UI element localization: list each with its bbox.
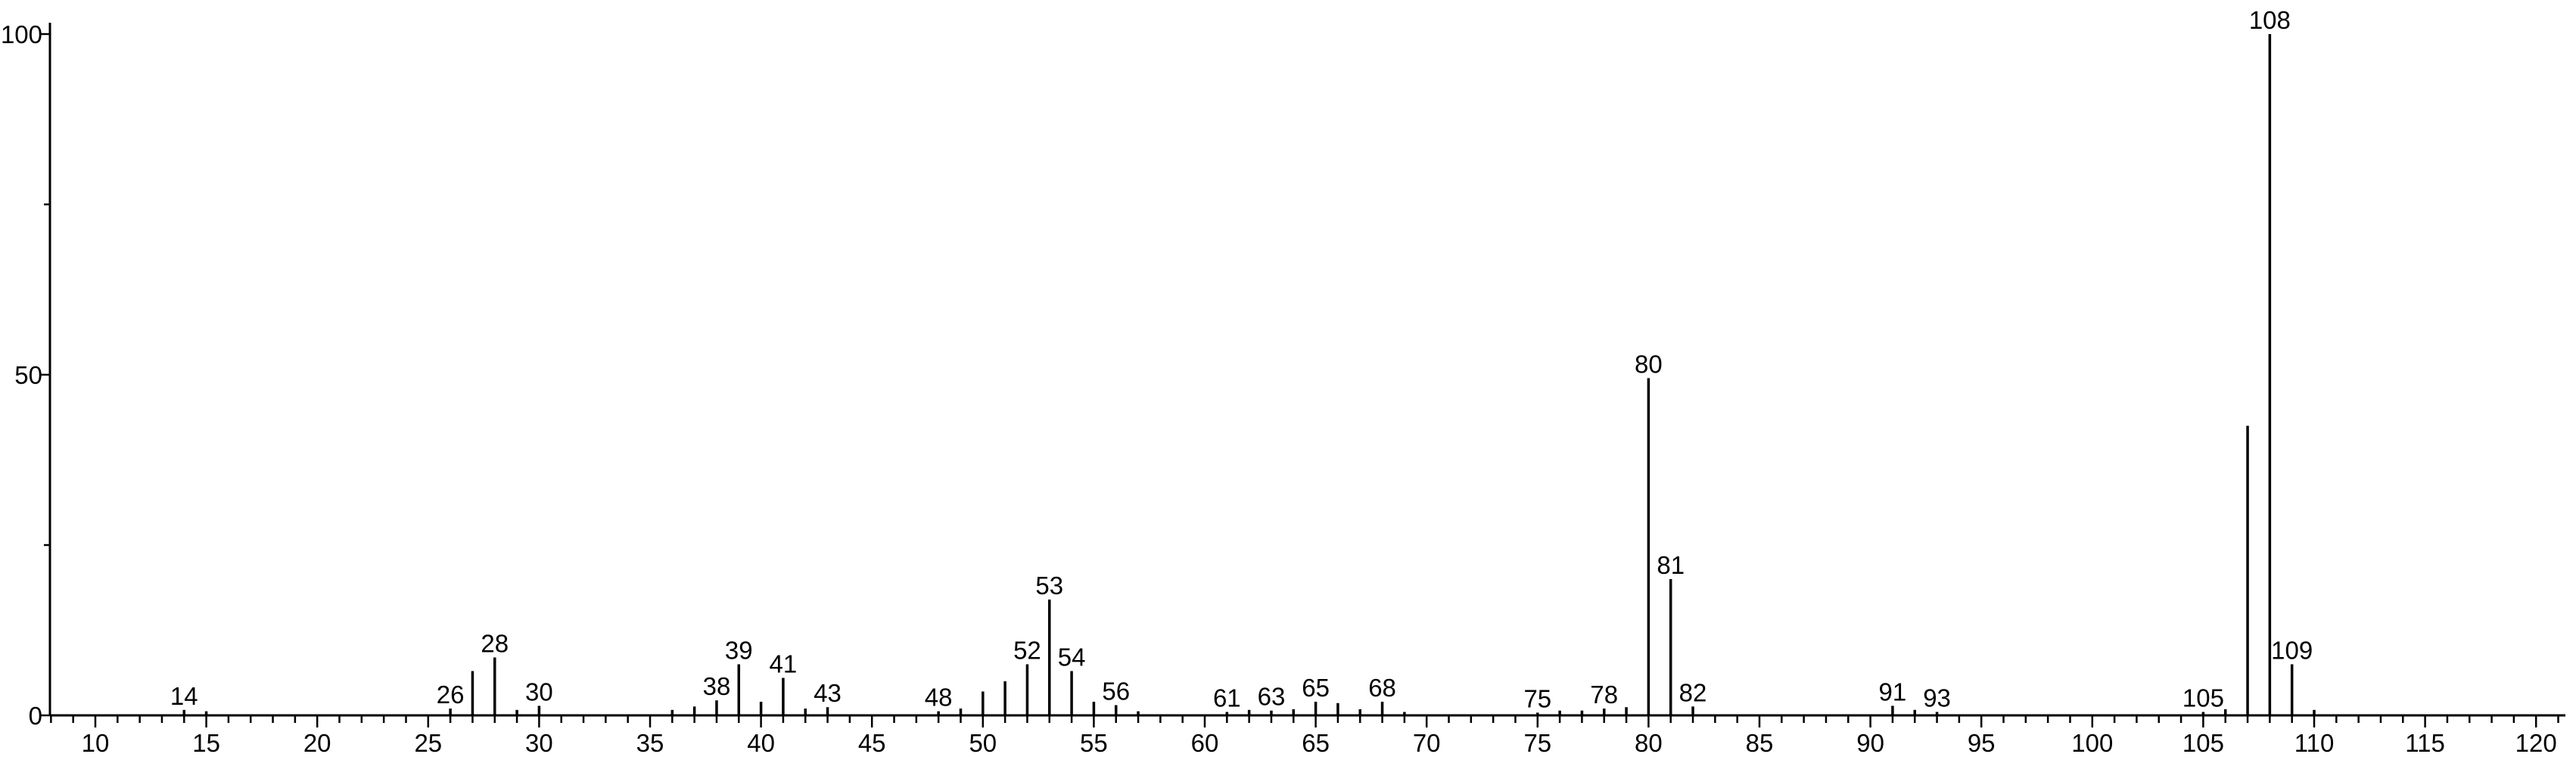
peak-label: 65 [1302,674,1330,702]
y-tick-label: 0 [29,702,42,730]
peak-bars [182,34,2316,715]
x-tick-label: 50 [969,729,997,757]
peak-labels: 14 26 28 30 38 39 41 43 48 52 53 54 56 61 63 65 68 75 78 80… [170,6,2313,712]
x-tick-label: 95 [1968,729,1996,757]
x-tick-label: 25 [414,729,442,757]
x-tick-label: 115 [2405,729,2445,757]
x-tick-label: 55 [1080,729,1108,757]
x-axis-tick-labels: 10 15 20 25 30 35 40 45 50 55 60 65 70 75 80 85 90 95 100 1… [82,729,2557,757]
x-tick-label: 30 [525,729,553,757]
x-tick-label: 65 [1302,729,1330,757]
x-tick-label: 120 [2515,729,2557,757]
x-tick-label: 20 [303,729,331,757]
peak-label: 105 [2182,684,2224,712]
peak-label: 91 [1879,678,1907,706]
peak-label: 63 [1258,683,1286,711]
peak-label: 78 [1590,681,1618,709]
x-tick-label: 45 [858,729,886,757]
x-tick-label: 10 [82,729,110,757]
peak-label: 109 [2271,637,2313,665]
peak-label: 14 [170,682,198,710]
peak-label: 80 [1635,350,1663,378]
x-tick-label: 40 [747,729,775,757]
x-tick-label: 70 [1413,729,1441,757]
peak-label: 52 [1013,637,1041,665]
peak-label: 54 [1058,643,1086,671]
peak-label: 93 [1923,684,1951,712]
x-tick-label: 60 [1191,729,1219,757]
peak-label: 30 [525,678,553,706]
x-tick-label: 110 [2294,729,2335,757]
peak-label: 56 [1102,678,1130,706]
peak-label: 38 [703,672,731,700]
x-tick-label: 85 [1746,729,1774,757]
peak-label: 41 [770,650,798,678]
peak-label: 39 [725,637,753,665]
peak-label: 53 [1035,572,1063,600]
x-tick-label: 80 [1635,729,1663,757]
peak-label: 82 [1679,678,1707,706]
peak-label: 28 [481,630,509,658]
x-tick-label: 35 [636,729,664,757]
peak-label: 75 [1523,684,1551,712]
x-tick-label: 15 [192,729,220,757]
x-tick-label: 105 [2182,729,2224,757]
x-axis-ticks [41,33,2559,727]
peak-label: 81 [1657,551,1685,579]
peak-label: 48 [925,684,953,712]
peak-label: 43 [814,679,842,707]
y-tick-label: 50 [14,361,42,389]
y-axis-tick-labels: 0 50 100 [1,20,42,730]
peak-label: 61 [1213,684,1241,712]
x-tick-label: 100 [2071,729,2113,757]
x-tick-label: 75 [1523,729,1551,757]
peak-label: 68 [1368,674,1396,702]
peak-label: 108 [2249,6,2291,34]
y-tick-label: 100 [1,20,42,48]
peak-label: 26 [437,681,465,709]
x-tick-label: 90 [1856,729,1884,757]
